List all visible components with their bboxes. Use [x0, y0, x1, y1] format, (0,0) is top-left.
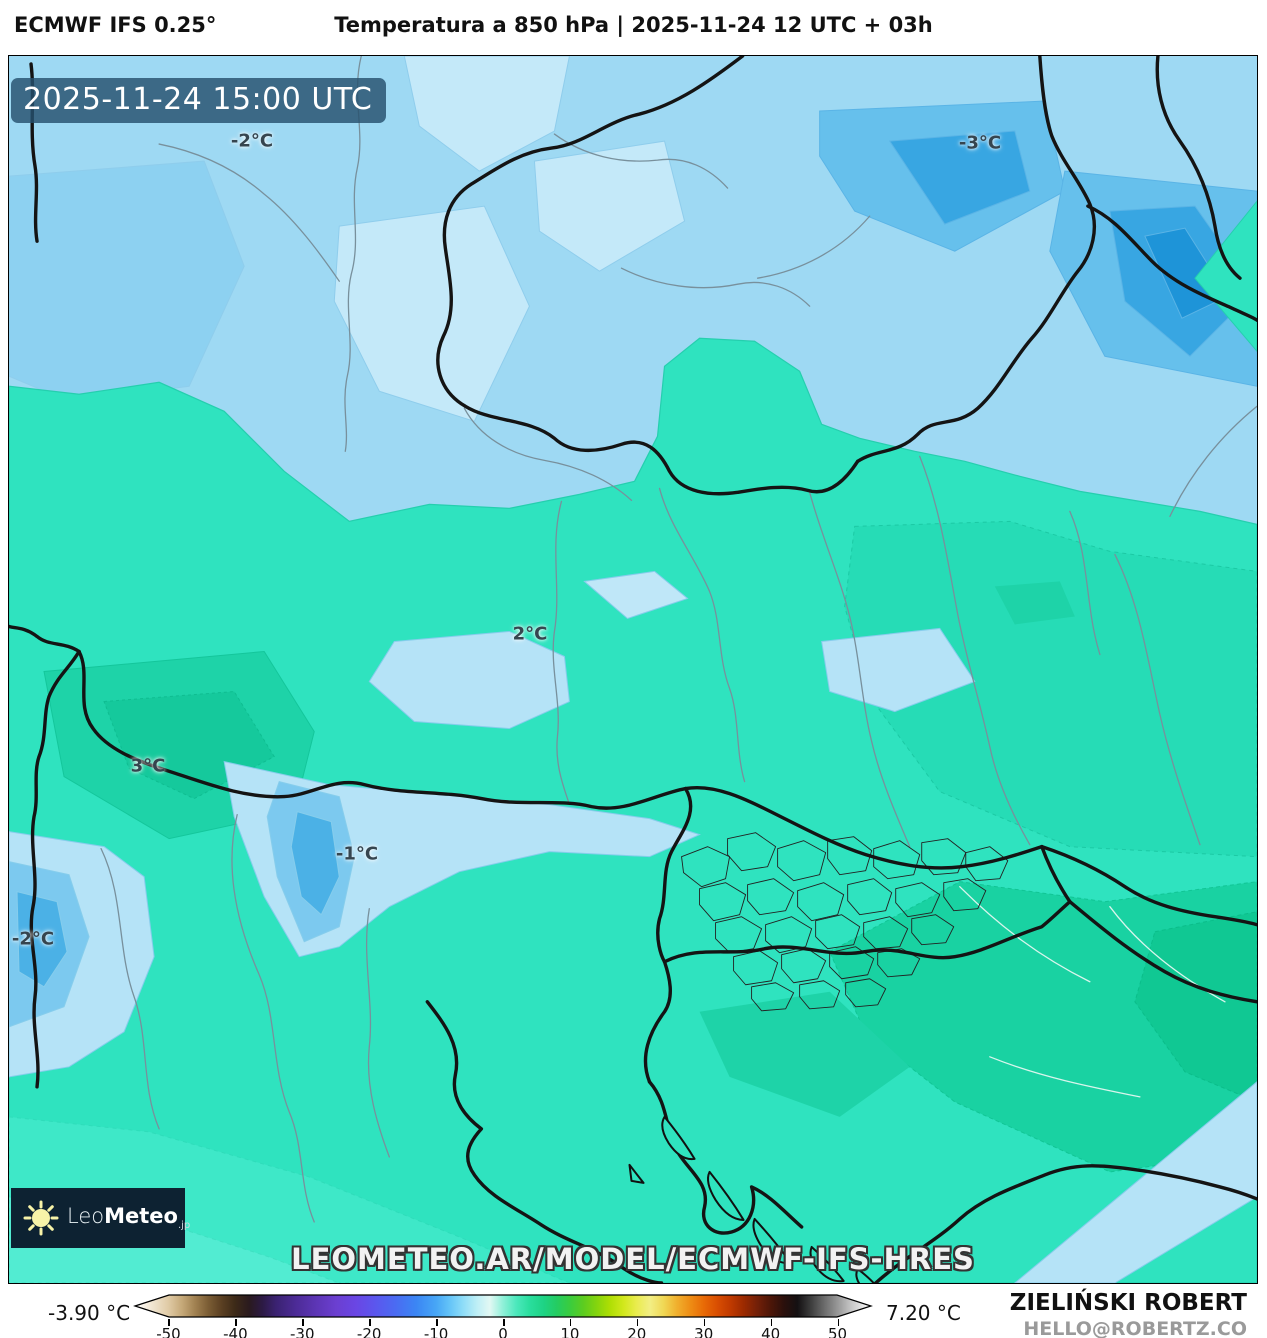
colorbar-tick-mark — [636, 1319, 639, 1326]
credit-author: ZIELIŃSKI ROBERT — [1009, 1290, 1247, 1316]
temp-label: 2°C — [512, 623, 548, 645]
colorbar-tick-mark — [436, 1319, 438, 1326]
colorbar-tick-label: 10 — [560, 1325, 580, 1338]
colorbar-tick-label: -50 — [156, 1325, 181, 1338]
colorbar-tick-mark — [770, 1319, 773, 1326]
colorbar-tick-label: 50 — [827, 1325, 848, 1338]
colorbar-tick-mark — [235, 1319, 237, 1326]
colorbar-tick-mark — [503, 1319, 505, 1326]
colorbar-tick-mark — [703, 1319, 706, 1326]
temp-label: -1°C — [335, 843, 379, 865]
sun-icon — [23, 1200, 59, 1236]
colorbar-tick-mark — [837, 1319, 840, 1326]
watermark-url: LEOMETEO.AR/MODEL/ECMWF-IFS-HRES — [291, 1242, 975, 1276]
colorbar-tick-label: -30 — [290, 1325, 315, 1338]
colorbar-tick-mark — [369, 1319, 371, 1326]
colorbar-tick-mark — [302, 1319, 304, 1326]
temp-label: -2°C — [230, 130, 274, 152]
page-title: Temperatura a 850 hPa | 2025-11-24 12 UT… — [334, 13, 933, 37]
temp-label: -2°C — [11, 928, 55, 950]
credit-email: HELLO@ROBERTZ.CO — [1023, 1318, 1247, 1338]
leometeo-logo: LeoMeteo.jp — [11, 1188, 190, 1248]
map-canvas: 2025-11-24 15:00 UTC -2°C -3°C 2°C 3°C -1°C -… — [8, 55, 1258, 1284]
colorbar-max-value: 7.20 °C — [886, 1301, 961, 1325]
logo-text-leo: Leo — [67, 1204, 105, 1229]
logo-text-meteo: Meteo — [104, 1204, 178, 1229]
colorbar-tick-label: -10 — [423, 1325, 449, 1338]
colorbar-tick-label: 20 — [627, 1325, 647, 1338]
logo-text-tld: .jp — [177, 1220, 191, 1232]
colorbar-min-value: -3.90 °C — [48, 1301, 131, 1325]
temperature-field-map — [9, 56, 1257, 1283]
colorbar-tick-label: 30 — [694, 1325, 714, 1338]
colorbar-tick-label: 40 — [761, 1325, 781, 1338]
timestamp-badge: 2025-11-24 15:00 UTC — [11, 78, 387, 123]
colorbar: -50 -40 -30 -20 -10 0 10 20 30 40 50 — [133, 1292, 873, 1338]
colorbar-tick-label: -40 — [223, 1325, 248, 1338]
model-name: ECMWF IFS 0.25° — [14, 13, 217, 37]
temp-label: -3°C — [958, 132, 1002, 154]
colorbar-tick-mark — [569, 1319, 572, 1326]
colorbar-tick-mark — [168, 1319, 170, 1326]
colorbar-gradient — [133, 1294, 873, 1318]
temp-label: 3°C — [130, 755, 166, 777]
colorbar-tick-label: 0 — [498, 1325, 508, 1338]
logo-wordmark: LeoMeteo.jp — [67, 1204, 190, 1231]
colorbar-tick-label: -20 — [356, 1325, 382, 1338]
